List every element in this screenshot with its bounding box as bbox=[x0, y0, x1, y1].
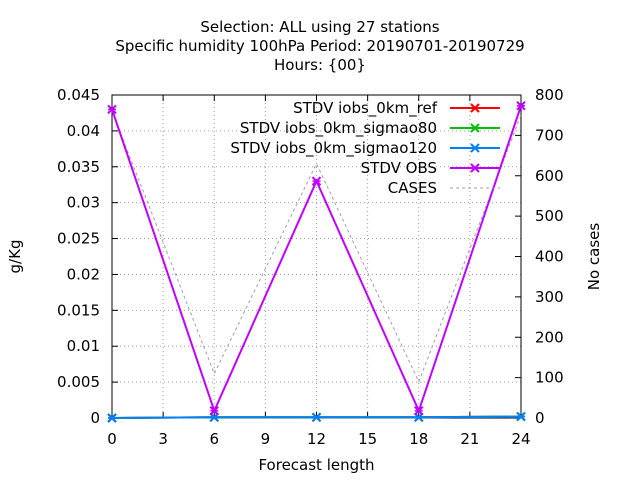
title-line: Specific humidity 100hPa Period: 2019070… bbox=[115, 37, 524, 55]
series-3 bbox=[107, 101, 526, 416]
legend-item: STDV iobs_0km_sigmao120 bbox=[230, 139, 500, 158]
x-tick-label: 6 bbox=[209, 430, 219, 448]
y-tick-label: 0.005 bbox=[57, 373, 100, 391]
data-point bbox=[107, 413, 117, 423]
x-tick-label: 15 bbox=[358, 430, 377, 448]
legend-label: STDV iobs_0km_sigmao80 bbox=[240, 119, 437, 138]
y-tick-label: 0.02 bbox=[67, 265, 100, 283]
x-tick-label: 0 bbox=[107, 430, 117, 448]
legend-label: CASES bbox=[388, 179, 437, 197]
y-tick-label: 0.03 bbox=[67, 194, 100, 212]
y2-tick-label: 400 bbox=[535, 248, 564, 266]
legend-item: STDV OBS bbox=[361, 159, 500, 177]
series-line bbox=[111, 111, 522, 383]
legend-label: STDV iobs_0km_ref bbox=[293, 99, 438, 118]
chart-title: Selection: ALL using 27 stationsSpecific… bbox=[115, 18, 524, 74]
data-point bbox=[311, 412, 322, 422]
y2-tick-label: 700 bbox=[535, 126, 564, 144]
series bbox=[107, 101, 526, 423]
data-point bbox=[107, 104, 117, 115]
series-2 bbox=[107, 411, 526, 423]
y2-axis-label: No cases bbox=[585, 223, 603, 291]
y2-tick-label: 100 bbox=[535, 369, 564, 387]
x-axis: 0 3 6 9 12 15 18 21 24 bbox=[107, 95, 531, 448]
y2-tick-label: 500 bbox=[535, 207, 564, 225]
x-tick-label: 24 bbox=[511, 430, 530, 448]
series-4 bbox=[111, 111, 522, 383]
y-tick-label: 0.035 bbox=[57, 158, 100, 176]
data-point bbox=[311, 176, 322, 186]
y-tick-label: 0.015 bbox=[57, 301, 100, 319]
legend-item: STDV iobs_0km_sigmao80 bbox=[240, 119, 500, 138]
legend-item: CASES bbox=[388, 179, 500, 197]
x-axis-label: Forecast length bbox=[258, 456, 374, 474]
y2-tick-label: 300 bbox=[535, 288, 564, 306]
data-point bbox=[516, 411, 526, 422]
y2-tick-label: 600 bbox=[535, 167, 564, 185]
legend-label: STDV iobs_0km_sigmao120 bbox=[230, 139, 437, 158]
y-tick-label: 0.025 bbox=[57, 230, 100, 248]
y2-tick-label: 200 bbox=[535, 328, 564, 346]
x-tick-label: 9 bbox=[261, 430, 271, 448]
legend-marker bbox=[470, 163, 480, 173]
legend-marker bbox=[470, 143, 480, 153]
data-point bbox=[414, 406, 424, 416]
legend-label: STDV OBS bbox=[361, 159, 437, 177]
y-axis-right: 0 100 200 300 400 500 600 700 800 bbox=[515, 86, 564, 427]
y-tick-label: 0.04 bbox=[67, 122, 100, 140]
legend-marker bbox=[470, 103, 480, 113]
x-tick-label: 21 bbox=[460, 430, 479, 448]
y-tick-label: 0 bbox=[90, 409, 100, 427]
y-tick-label: 0.045 bbox=[57, 86, 100, 104]
y2-tick-label: 800 bbox=[535, 86, 564, 104]
title-line: Selection: ALL using 27 stations bbox=[200, 18, 439, 36]
y-tick-label: 0.01 bbox=[67, 337, 100, 355]
data-point bbox=[516, 101, 526, 111]
data-point bbox=[209, 406, 219, 416]
y2-tick-label: 0 bbox=[535, 409, 545, 427]
legend-item: STDV iobs_0km_ref bbox=[293, 99, 500, 118]
y-axis-label: g/Kg bbox=[6, 240, 24, 274]
x-tick-label: 3 bbox=[158, 430, 168, 448]
x-tick-label: 18 bbox=[409, 430, 428, 448]
x-tick-label: 12 bbox=[307, 430, 326, 448]
legend-marker bbox=[470, 123, 480, 133]
title-line: Hours: {00} bbox=[274, 56, 366, 74]
y-axis-left: 0 0.005 0.01 0.015 0.02 0.025 0.03 0.035 0.04 0.0… bbox=[57, 86, 118, 427]
